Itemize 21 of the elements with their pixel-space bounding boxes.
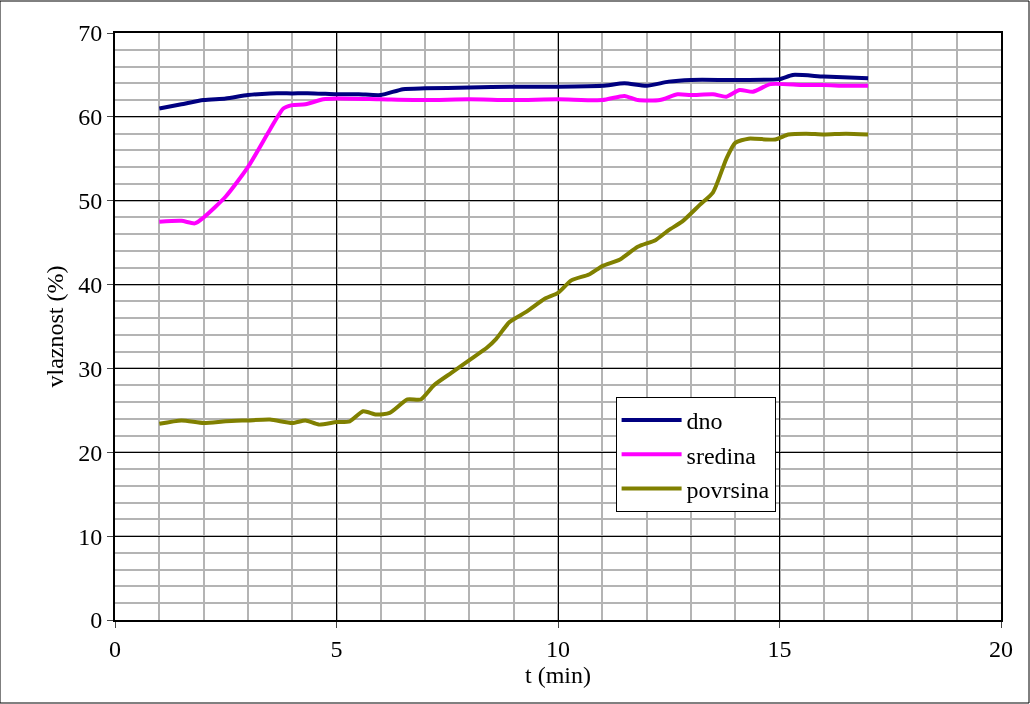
y-tick-label: 50 <box>78 188 103 215</box>
line-series <box>157 131 871 427</box>
y-tick-label: 60 <box>78 104 103 131</box>
line-series <box>157 72 871 111</box>
x-tick-label: 15 <box>767 635 792 662</box>
legend-label: dno <box>686 408 723 435</box>
y-tick-label: 20 <box>78 439 103 466</box>
y-tick-label: 40 <box>78 271 103 298</box>
y-tick-label: 30 <box>78 355 103 382</box>
y-tick-label: 70 <box>78 20 103 47</box>
y-tick-label: 0 <box>90 607 103 634</box>
x-tick-label: 0 <box>109 635 121 662</box>
y-tick-label: 10 <box>78 523 103 550</box>
x-tick-label: 5 <box>330 635 343 662</box>
legend-label: povrsina <box>686 476 770 503</box>
x-axis-title: t (min) <box>525 661 591 688</box>
x-tick-label: 10 <box>546 635 570 662</box>
y-axis-title: vlaznost (%) <box>41 265 68 388</box>
line-series <box>157 81 871 226</box>
x-tick-label: 20 <box>989 635 1013 662</box>
legend-label: sredina <box>686 442 757 469</box>
